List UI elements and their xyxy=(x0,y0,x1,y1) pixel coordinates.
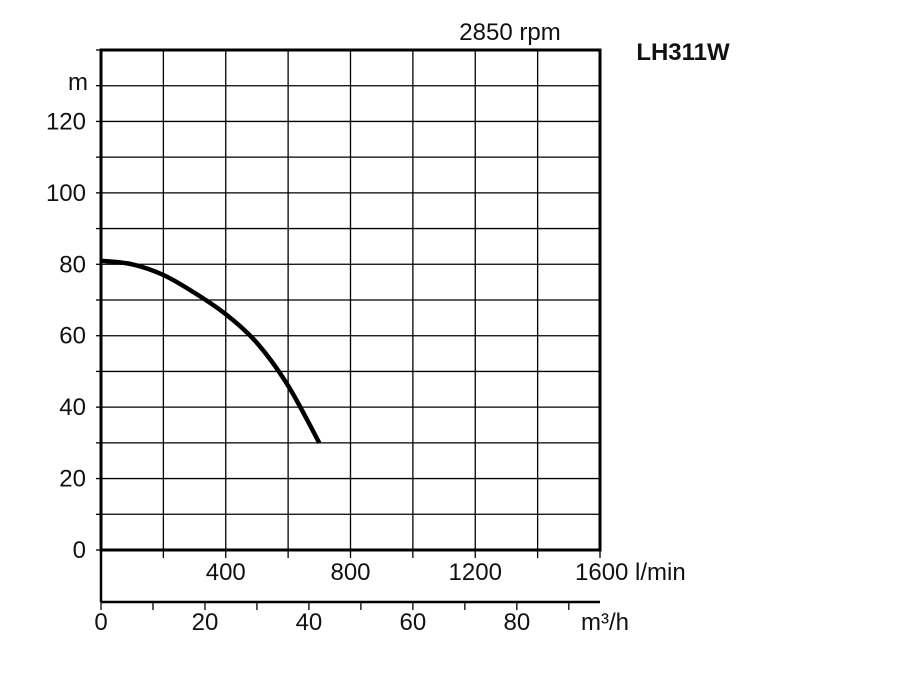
lmin-tick-label: 800 xyxy=(330,559,370,586)
lmin-tick-label: 1200 xyxy=(449,559,502,586)
y-tick-label: 60 xyxy=(59,323,86,350)
y-axis-unit-label: m xyxy=(68,69,88,96)
chart-title: LH311W xyxy=(636,39,730,66)
lmin-tick-label: 1600 l/min xyxy=(575,559,686,586)
y-tick-label: 80 xyxy=(59,251,86,278)
grid xyxy=(101,50,600,550)
x-tick-label: 20 xyxy=(192,609,219,636)
x-tick-label: 60 xyxy=(400,609,427,636)
y-tick-label: 120 xyxy=(46,108,86,135)
x-tick-label: 0 xyxy=(94,609,107,636)
pump-curve-line xyxy=(100,258,322,444)
y-tick-label: 100 xyxy=(46,180,86,207)
y-tick-label: 40 xyxy=(59,394,86,421)
series-layer xyxy=(100,258,322,444)
lmin-tick-label: 400 xyxy=(206,559,246,586)
y-tick-label: 20 xyxy=(59,466,86,493)
x-axis-unit-label: m³/h xyxy=(581,609,629,636)
axes xyxy=(96,48,602,610)
x-tick-label: 80 xyxy=(503,609,530,636)
x-tick-label: 40 xyxy=(296,609,323,636)
chart-subtitle: 2850 rpm xyxy=(459,19,560,46)
y-tick-label: 0 xyxy=(73,537,86,564)
